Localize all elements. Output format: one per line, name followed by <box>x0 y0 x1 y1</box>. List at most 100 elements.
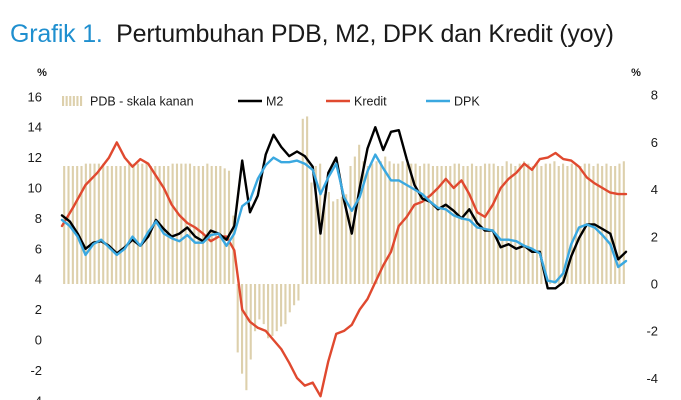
legend-item: PDB - skala kanan <box>62 95 194 109</box>
pdb-bar <box>496 166 500 284</box>
pdb-bar <box>262 284 265 325</box>
pdb-bar <box>462 166 465 284</box>
pdb-bar <box>596 163 599 284</box>
legend-swatch-bar <box>65 96 68 106</box>
pdb-bar <box>388 161 391 284</box>
pdb-bar <box>145 163 148 284</box>
pdb-bar <box>288 284 291 313</box>
pdb-bar <box>440 166 443 284</box>
pdb-bar <box>332 201 335 284</box>
pdb-bar <box>527 163 530 284</box>
pdb-bar <box>184 163 187 284</box>
pdb-bar <box>366 166 369 284</box>
pdb-bar <box>115 166 118 284</box>
pdb-bar <box>93 163 96 284</box>
pdb-bar <box>492 163 495 284</box>
pdb-bar <box>392 163 395 284</box>
pdb-bar <box>575 163 578 284</box>
pdb-bar <box>418 166 421 284</box>
pdb-bar <box>466 166 469 284</box>
pdb-bar <box>254 284 257 332</box>
pdb-bar <box>280 284 283 327</box>
pdb-bar <box>193 166 196 284</box>
pdb-bar <box>267 284 270 339</box>
pdb-bar <box>167 166 170 284</box>
pdb-bar <box>258 284 261 320</box>
right-axis-unit: % <box>631 67 641 79</box>
pdb-bar <box>162 166 165 284</box>
pdb-bar <box>427 163 430 284</box>
pdb-bar <box>301 118 304 284</box>
legend-swatch-bar <box>76 96 79 106</box>
left-axis-unit: % <box>37 67 47 79</box>
pdb-bar <box>505 161 508 284</box>
right-tick-label: 2 <box>651 229 658 244</box>
right-tick-label: -4 <box>646 371 658 386</box>
pdb-bar <box>306 116 309 284</box>
pdb-bar <box>501 166 504 284</box>
pdb-bar <box>549 163 552 284</box>
pdb-bar <box>362 161 365 284</box>
left-tick-label: 0 <box>35 333 42 348</box>
pdb-bar <box>375 161 378 284</box>
pdb-bar <box>540 166 543 284</box>
figure-number: Grafik 1. <box>10 20 103 48</box>
pdb-bar <box>579 166 582 284</box>
pdb-bar <box>63 166 66 284</box>
left-tick-label: 10 <box>28 181 42 196</box>
left-tick-label: 4 <box>35 272 42 287</box>
pdb-bar <box>141 163 144 284</box>
pdb-bar <box>457 163 461 284</box>
pdb-bar <box>102 163 105 284</box>
pdb-bar <box>384 156 387 284</box>
pdb-bar <box>219 166 222 284</box>
pdb-bar <box>132 163 135 284</box>
pdb-bar <box>97 163 100 284</box>
pdb-bar <box>310 182 313 284</box>
pdb-bar <box>583 163 586 284</box>
left-tick-label: 16 <box>28 89 42 104</box>
pdb-bar <box>84 163 87 284</box>
left-tick-label: 6 <box>35 241 42 256</box>
pdb-bar <box>449 166 452 284</box>
pdb-bar <box>241 284 244 374</box>
pdb-bar <box>154 166 157 284</box>
dpk-line <box>60 153 628 284</box>
chart-title: Grafik 1. Pertumbuhan PDB, M2, DPK dan K… <box>10 20 614 49</box>
pdb-bar <box>275 284 278 332</box>
pdb-bar <box>405 163 408 284</box>
pdb-bar <box>314 166 317 284</box>
pdb-bar <box>227 170 231 284</box>
right-tick-label: 6 <box>651 135 658 150</box>
pdb-bar <box>293 284 296 306</box>
pdb-bar <box>536 163 539 284</box>
figure-title: Pertumbuhan PDB, M2, DPK dan Kredit (yoy… <box>116 20 614 48</box>
pdb-bar <box>284 284 287 325</box>
pdb-bar <box>544 163 547 284</box>
legend-item: M2 <box>238 95 283 109</box>
pdb-bar <box>171 163 174 284</box>
pdb-bar <box>345 194 348 284</box>
kredit-line <box>60 141 628 398</box>
left-tick-label: 8 <box>35 211 42 226</box>
left-tick-label: -2 <box>30 363 42 378</box>
pdb-bar <box>271 284 274 336</box>
pdb-bar <box>553 161 556 284</box>
legend-swatch-bar <box>80 96 83 106</box>
pdb-bar <box>614 166 617 284</box>
pdb-bar <box>609 166 612 284</box>
pdb-bar <box>340 196 343 284</box>
pdb-bar <box>431 166 434 284</box>
legend-label: PDB - skala kanan <box>90 95 194 109</box>
pdb-bar <box>180 163 183 284</box>
pdb-bar <box>76 166 79 284</box>
pdb-bar <box>106 166 109 284</box>
pdb-bar <box>175 163 179 284</box>
pdb-bar <box>518 163 521 284</box>
pdb-bar <box>514 166 517 284</box>
right-tick-label: 8 <box>651 88 658 103</box>
pdb-bar <box>214 166 218 284</box>
pdb-bar <box>201 166 205 284</box>
pdb-bar <box>80 166 83 284</box>
